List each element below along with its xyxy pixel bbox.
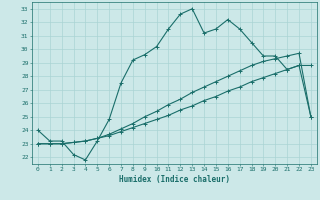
- X-axis label: Humidex (Indice chaleur): Humidex (Indice chaleur): [119, 175, 230, 184]
